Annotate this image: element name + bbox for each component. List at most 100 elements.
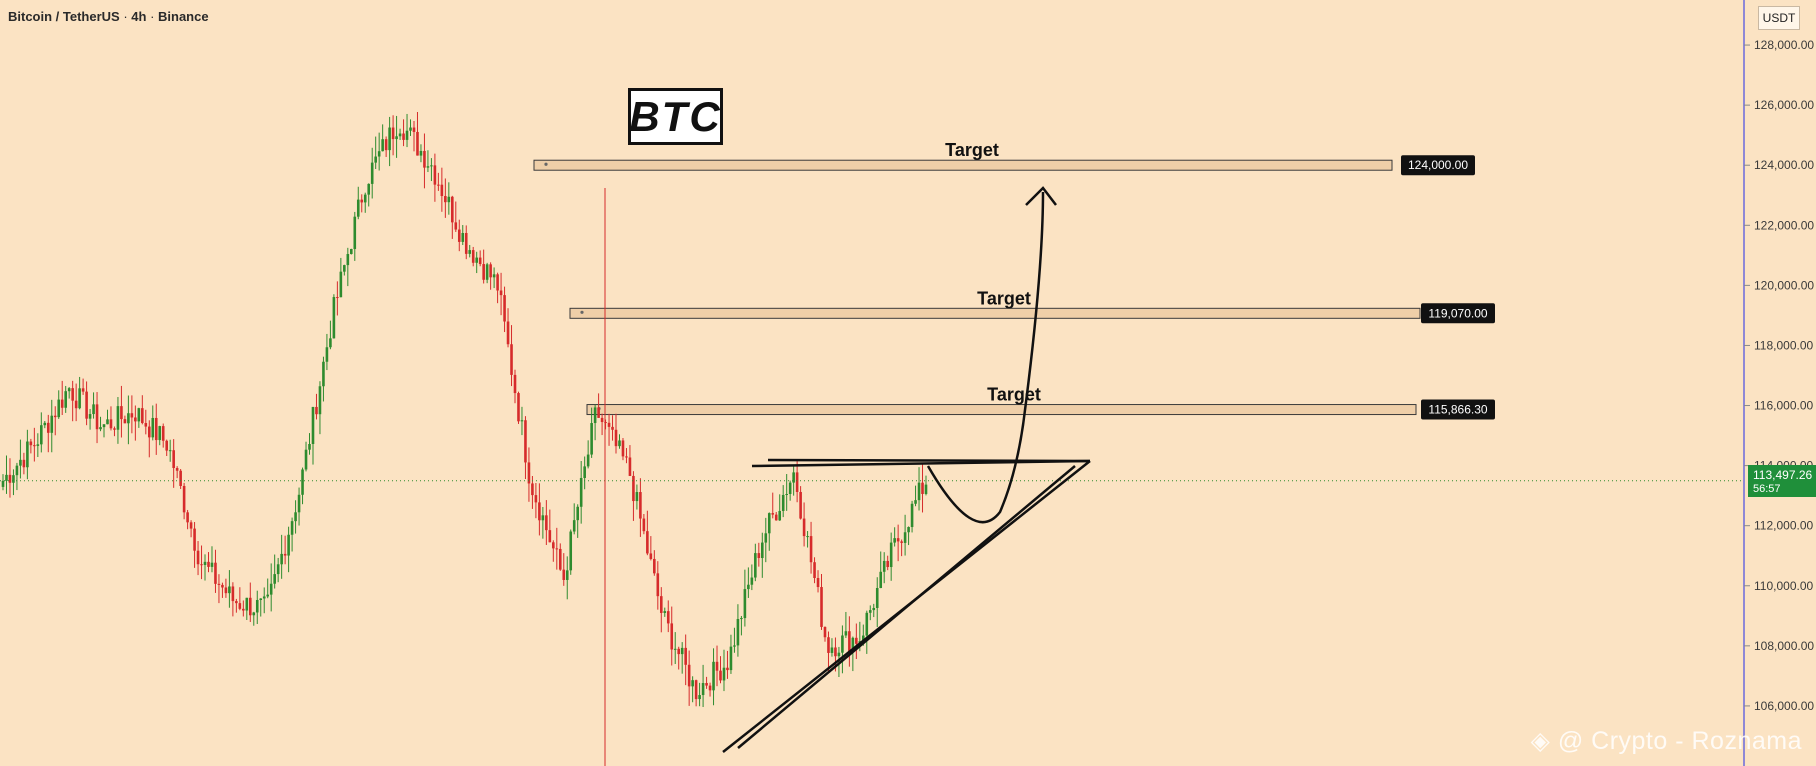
level-tag-value: 124,000.00 [1408,158,1468,172]
candle-body [673,648,677,650]
candle-body [161,426,165,441]
candle-body [64,391,67,408]
candle-body [875,588,879,608]
candle-body [482,264,485,280]
pattern-drawings [722,186,1091,753]
candle-body [886,560,889,568]
candle-body [545,515,548,531]
candle-body [527,462,531,484]
candle-body [60,399,64,408]
candle-body [419,150,423,156]
candle-body [172,450,175,469]
watermark: ◈ @ Crypto - Roznama [1531,726,1802,756]
candle-body [426,166,430,168]
candle-body [315,406,318,415]
candle-body [552,542,555,549]
symbol-header: Bitcoin / TetherUS · 4h · Binance [8,9,209,24]
candle-body [896,538,900,542]
candle-body [719,670,722,681]
candle-body [339,271,343,298]
candle-body [830,647,834,653]
candle-body [144,423,148,427]
level-tag-value: 115,866.30 [1428,403,1487,417]
axis-tick-label: 112,000.00 [1754,519,1813,533]
candle-body [656,573,660,597]
candle-body [165,440,169,451]
candle-body [841,635,844,653]
candle-body [736,619,740,646]
candle-body [506,321,510,345]
last-price-tag: 113,497.26 56:57 [1748,465,1816,497]
candle-body [405,130,409,140]
candle-body [788,482,792,495]
candle-body [283,553,287,556]
candle-body [238,603,242,609]
candle-body [893,538,896,543]
candle-body [489,264,492,278]
candle-body [520,420,524,422]
candle-body [356,199,360,217]
level-tag-bg [1401,155,1475,176]
candle-body [29,441,33,446]
header-sep-1: · [119,9,132,24]
candle-body [395,136,398,140]
candle-body [433,165,437,185]
candle-body [186,512,189,523]
candle-body [116,406,120,430]
candle-body [231,586,235,602]
axis-tick-label: 108,000.00 [1754,639,1814,653]
currency-selector[interactable]: USDT [1758,6,1800,30]
candle-body [834,647,837,657]
candle-body [802,518,806,537]
candle-body [336,297,339,299]
candle-body [618,440,621,447]
candle-body [889,542,893,568]
candle-body [677,648,681,655]
candle-body [214,562,217,584]
level-tag-value: 119,070.00 [1428,306,1487,320]
projection-arrow-head [1025,186,1057,206]
candle-body [273,574,276,584]
candle-body [757,553,761,559]
candle-body [799,491,802,519]
candle-body [78,388,81,409]
candle-body [848,631,851,653]
zone-anchor-dot [544,162,548,166]
candle-body [430,165,433,167]
candle-body [872,607,876,611]
candle-body [40,425,43,445]
candle-body [785,494,788,496]
candle-body [823,626,827,638]
candle-body [531,483,534,496]
target-zones [533,159,1421,416]
axis-tick-label: 120,000.00 [1754,278,1814,292]
candle-body [754,553,757,578]
candle-body [33,445,36,447]
candle-body [374,156,377,163]
axis-tick-label: 116,000.00 [1754,399,1813,413]
candle-body [680,647,684,655]
candle-body [158,426,162,441]
candle-body [813,562,816,578]
candle-body [698,695,701,700]
candle-body [217,583,221,585]
candle-body [597,407,600,418]
candle-body [175,468,179,471]
candle-body [304,449,308,470]
candle-body [593,407,597,424]
zone-anchor-dot [580,310,584,314]
candle-body [409,127,412,131]
candle-body [297,494,301,513]
target-zone [533,159,1393,171]
candle-body [513,374,517,394]
candle-body [1,480,5,487]
axis-tick-label: 118,000.00 [1754,338,1813,352]
candle-body [534,495,538,503]
candle-body [642,518,646,532]
candle-body [611,426,614,430]
candle-body [363,194,367,203]
candle-body [423,150,426,168]
candle-body [57,399,61,418]
candle-body [576,506,579,521]
